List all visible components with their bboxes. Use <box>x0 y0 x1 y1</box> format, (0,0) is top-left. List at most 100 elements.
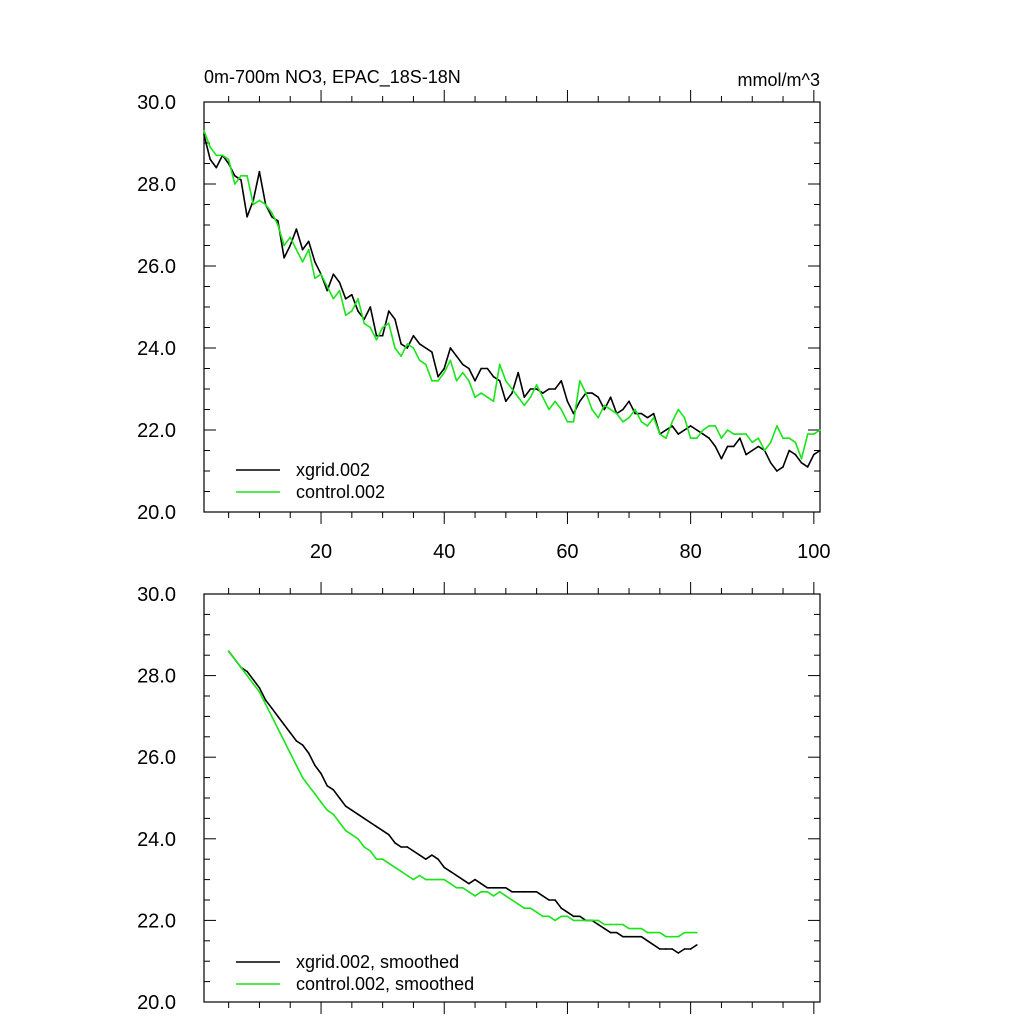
data-point <box>480 891 483 893</box>
data-point <box>344 298 347 300</box>
data-point <box>788 449 790 452</box>
data-point <box>782 466 784 468</box>
data-point <box>788 437 790 440</box>
data-point <box>295 228 298 230</box>
data-point <box>622 923 624 926</box>
data-point <box>597 416 600 419</box>
data-point <box>720 437 723 440</box>
data-point <box>659 948 661 950</box>
data-point <box>455 380 458 382</box>
data-point <box>634 412 636 415</box>
data-point <box>671 421 673 423</box>
data-point <box>486 367 489 370</box>
data-point <box>578 400 581 403</box>
data-point <box>665 429 667 431</box>
top-panel: 20.0 22.0 24.0 26.0 28.0 30.0 20 40 60 80 100 xgrid… <box>137 90 831 563</box>
data-point <box>289 752 292 754</box>
data-point <box>375 825 378 828</box>
data-point <box>215 166 218 169</box>
data-point <box>418 359 421 362</box>
data-point <box>517 396 519 399</box>
data-point <box>646 425 649 427</box>
y-tick-label: 24.0 <box>137 829 176 851</box>
data-point <box>745 453 747 456</box>
data-point <box>517 903 519 905</box>
data-point <box>332 813 335 816</box>
data-point <box>683 429 686 431</box>
data-point <box>529 907 532 909</box>
data-point <box>474 396 476 399</box>
data-point <box>418 343 421 345</box>
data-point <box>548 388 550 390</box>
data-point <box>566 911 569 914</box>
legend-label: xgrid.002, smoothed <box>296 952 459 972</box>
data-point <box>443 866 446 869</box>
data-point <box>800 457 803 460</box>
data-point <box>665 948 667 950</box>
data-point <box>542 915 544 918</box>
data-point <box>492 895 495 897</box>
data-point <box>357 298 359 300</box>
data-point <box>566 400 569 403</box>
data-point <box>264 699 267 701</box>
data-point <box>344 805 347 807</box>
data-point <box>474 895 476 897</box>
data-point <box>277 727 279 730</box>
data-point <box>578 915 581 918</box>
data-point <box>745 433 747 435</box>
series-line-control-002 <box>203 130 821 460</box>
data-point <box>615 412 618 415</box>
data-point <box>708 425 710 427</box>
data-point <box>615 923 618 926</box>
data-point <box>301 776 304 779</box>
data-point <box>289 731 292 734</box>
data-point <box>566 421 569 423</box>
data-point <box>535 911 538 914</box>
data-point <box>659 931 661 934</box>
data-point <box>209 158 211 161</box>
data-point <box>782 437 784 440</box>
data-point <box>572 919 575 922</box>
data-point <box>603 404 606 407</box>
data-point <box>640 421 643 423</box>
data-point <box>388 322 390 325</box>
data-point <box>375 339 378 341</box>
data-point <box>505 886 507 889</box>
data-point <box>739 433 741 435</box>
data-point <box>375 334 378 337</box>
data-point <box>523 396 526 399</box>
data-point <box>732 445 735 448</box>
y-tick-label: 30.0 <box>137 584 176 606</box>
data-point <box>548 408 550 411</box>
series-points-xgrid-002 <box>203 134 821 472</box>
data-point <box>757 437 760 440</box>
data-point <box>240 666 242 669</box>
data-point <box>277 224 279 226</box>
data-point <box>221 154 224 157</box>
data-point <box>246 175 248 177</box>
data-point <box>677 952 680 954</box>
data-point <box>813 433 815 435</box>
data-point <box>776 425 778 427</box>
data-point <box>677 935 680 938</box>
data-point <box>455 355 458 358</box>
data-point <box>677 433 680 435</box>
data-point <box>270 211 273 214</box>
y-tick-label: 30.0 <box>137 92 176 114</box>
series-points-xgrid-002-smoothed <box>227 650 698 954</box>
data-point <box>357 310 359 312</box>
data-point <box>726 429 729 431</box>
data-point <box>357 838 359 840</box>
data-point <box>622 935 624 938</box>
data-point <box>492 886 495 889</box>
series-line-xgrid-002-smoothed <box>227 650 698 954</box>
data-point <box>357 813 359 816</box>
data-point <box>437 375 439 378</box>
data-point <box>757 445 760 448</box>
data-point <box>683 931 686 934</box>
data-point <box>474 878 476 881</box>
data-point <box>246 674 248 677</box>
data-point <box>418 874 421 877</box>
y-tick-label: 20.0 <box>137 992 176 1014</box>
data-point <box>468 891 470 893</box>
